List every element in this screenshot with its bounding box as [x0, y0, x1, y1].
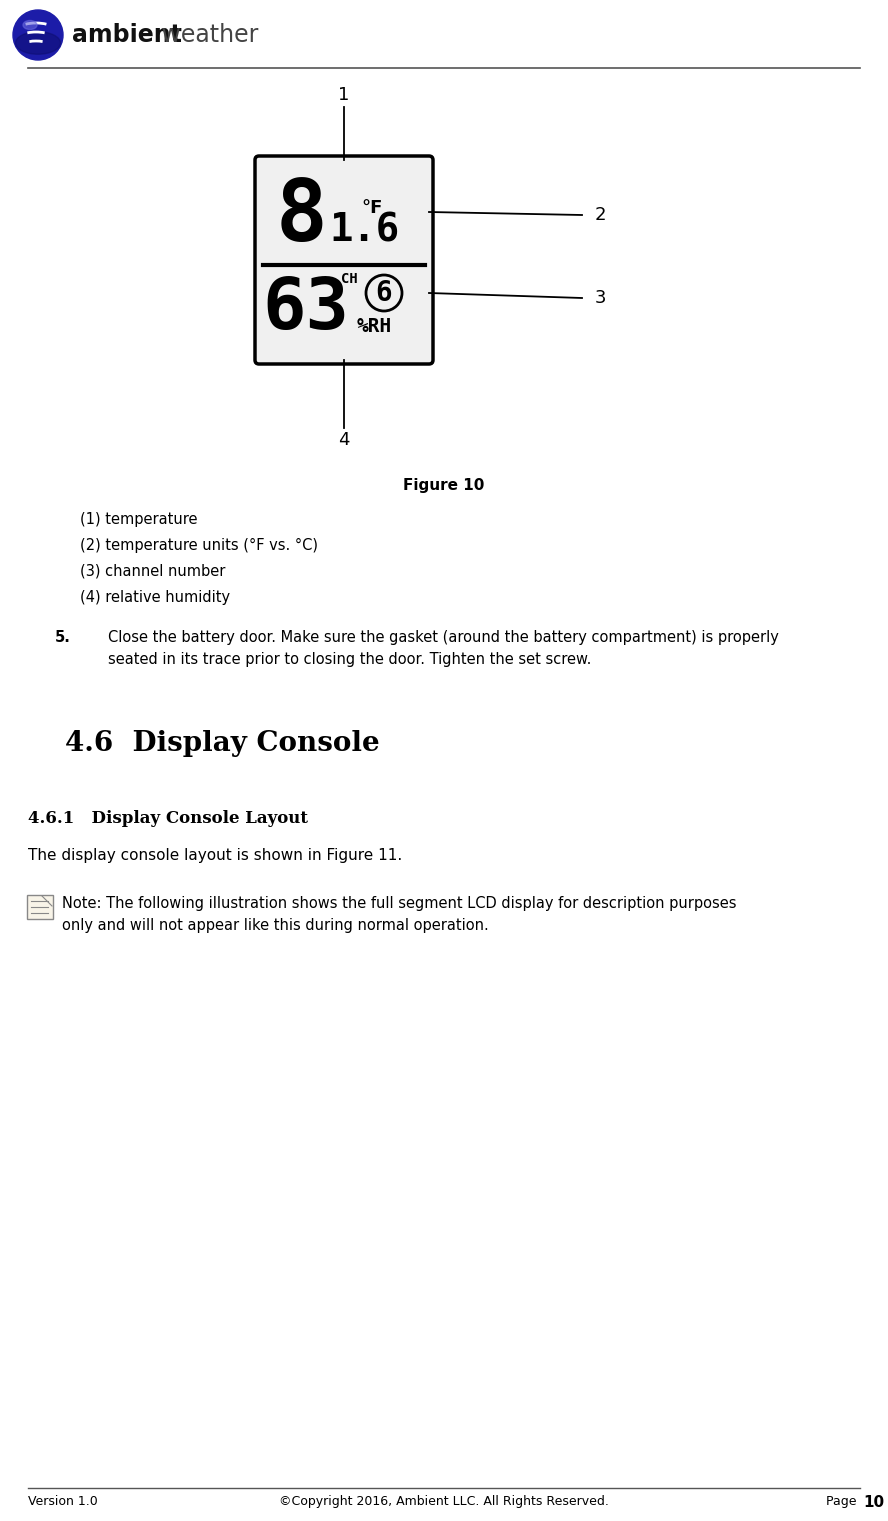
Ellipse shape	[23, 20, 37, 29]
Text: °F: °F	[361, 199, 383, 218]
Text: CH: CH	[341, 272, 357, 286]
FancyBboxPatch shape	[27, 894, 53, 919]
Text: 63: 63	[263, 275, 350, 344]
Text: 6: 6	[376, 278, 392, 307]
Text: 5.: 5.	[55, 630, 71, 645]
Text: Page: Page	[826, 1495, 860, 1507]
Text: 1.6: 1.6	[329, 211, 399, 249]
Text: (2) temperature units (°F vs. °C): (2) temperature units (°F vs. °C)	[80, 538, 318, 554]
Text: weather: weather	[154, 23, 258, 47]
Circle shape	[13, 11, 63, 59]
Text: ambient: ambient	[72, 23, 182, 47]
Text: 4: 4	[338, 430, 350, 449]
Text: Close the battery door. Make sure the gasket (around the battery compartment) is: Close the battery door. Make sure the ga…	[108, 630, 779, 645]
Text: 10: 10	[863, 1495, 884, 1510]
Circle shape	[366, 275, 402, 310]
Text: 4.6.1   Display Console Layout: 4.6.1 Display Console Layout	[28, 811, 308, 827]
Text: (1) temperature: (1) temperature	[80, 513, 197, 526]
Text: Version 1.0: Version 1.0	[28, 1495, 98, 1507]
Text: 3: 3	[594, 289, 606, 307]
Text: Note: The following illustration shows the full segment LCD display for descript: Note: The following illustration shows t…	[62, 896, 736, 911]
Ellipse shape	[15, 32, 60, 55]
Text: The display console layout is shown in Figure 11.: The display console layout is shown in F…	[28, 849, 402, 862]
Text: 4.6  Display Console: 4.6 Display Console	[65, 730, 380, 757]
Text: (4) relative humidity: (4) relative humidity	[80, 590, 230, 605]
Text: ©Copyright 2016, Ambient LLC. All Rights Reserved.: ©Copyright 2016, Ambient LLC. All Rights…	[279, 1495, 609, 1507]
Text: %RH: %RH	[356, 318, 392, 336]
Text: 2: 2	[594, 205, 606, 224]
Text: only and will not appear like this during normal operation.: only and will not appear like this durin…	[62, 919, 488, 932]
Text: seated in its trace prior to closing the door. Tighten the set screw.: seated in its trace prior to closing the…	[108, 653, 591, 668]
Text: 1: 1	[338, 87, 350, 103]
Text: 8: 8	[276, 176, 328, 260]
FancyBboxPatch shape	[255, 157, 433, 364]
Text: Figure 10: Figure 10	[403, 478, 485, 493]
Text: (3) channel number: (3) channel number	[80, 564, 226, 580]
